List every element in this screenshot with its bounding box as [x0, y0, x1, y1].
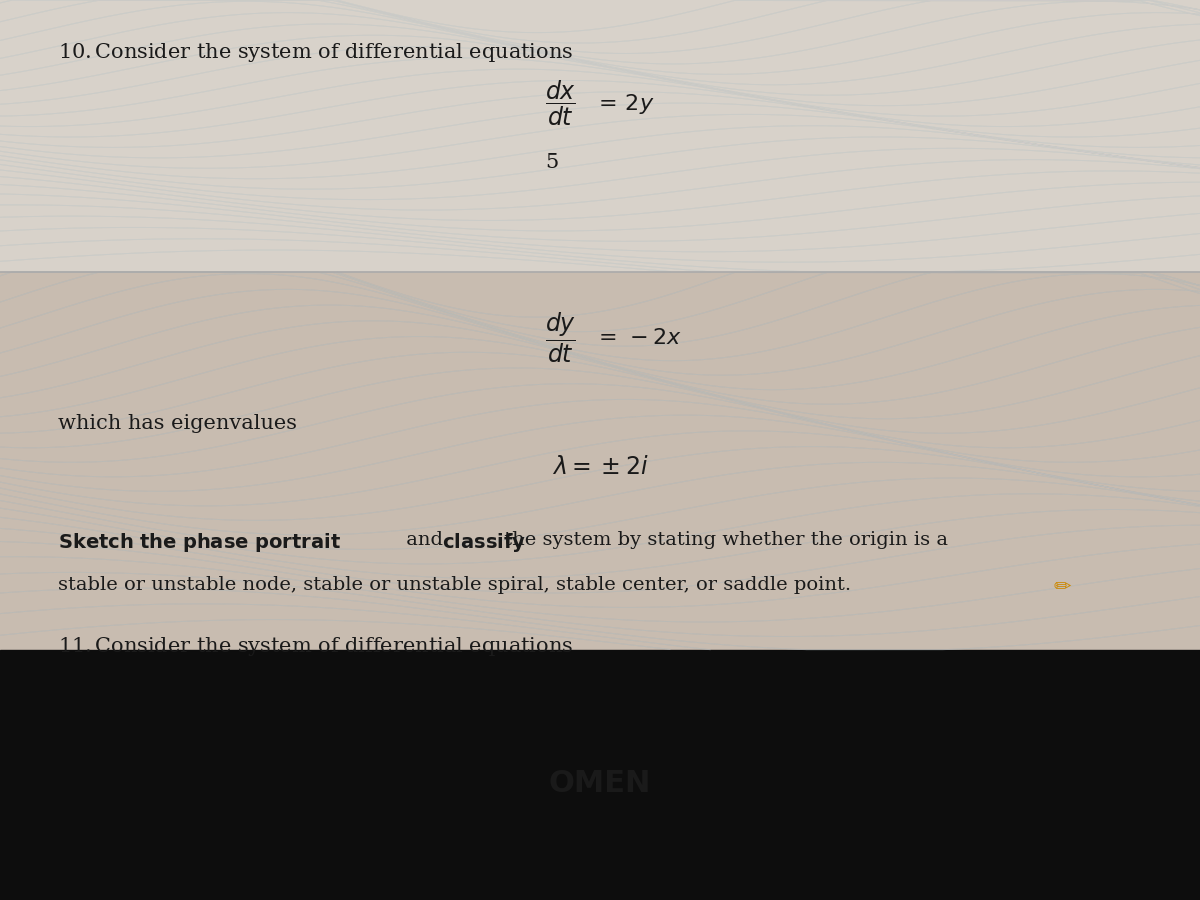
Text: 11.$\,$Consider the system of differential equations: 11.$\,$Consider the system of differenti…	[58, 634, 572, 658]
Text: stable or unstable node, stable or unstable spiral, stable center, or saddle poi: stable or unstable node, stable or unsta…	[58, 576, 851, 594]
Text: $\mathit{=\,-2x}$: $\mathit{=\,-2x}$	[594, 327, 682, 348]
Text: $\mathit{=\,2y}$: $\mathit{=\,2y}$	[594, 92, 654, 115]
Bar	[0, 650, 1200, 900]
Text: 5: 5	[545, 152, 559, 172]
Text: the system by stating whether the origin is a: the system by stating whether the origin…	[498, 531, 948, 549]
Text: $\lambda = \pm 2i$: $\lambda = \pm 2i$	[552, 456, 648, 480]
Text: which has eigenvalues: which has eigenvalues	[58, 414, 296, 433]
Text: $\mathbf{classify}$: $\mathbf{classify}$	[442, 531, 526, 554]
Text: $\mathbf{Sketch\ the\ phase\ portrait}$: $\mathbf{Sketch\ the\ phase\ portrait}$	[58, 531, 341, 554]
Bar	[0, 272, 1200, 650]
Text: ✏: ✏	[1054, 576, 1072, 596]
Text: and: and	[400, 531, 449, 549]
Text: $\dfrac{dy}{dt}$: $\dfrac{dy}{dt}$	[545, 310, 576, 365]
Bar	[0, 0, 1200, 272]
Text: 10.$\,$Consider the system of differential equations: 10.$\,$Consider the system of differenti…	[58, 40, 572, 64]
Text: OMEN: OMEN	[548, 769, 652, 797]
Text: $\dfrac{dx}{dt}$: $\dfrac{dx}{dt}$	[545, 79, 576, 128]
